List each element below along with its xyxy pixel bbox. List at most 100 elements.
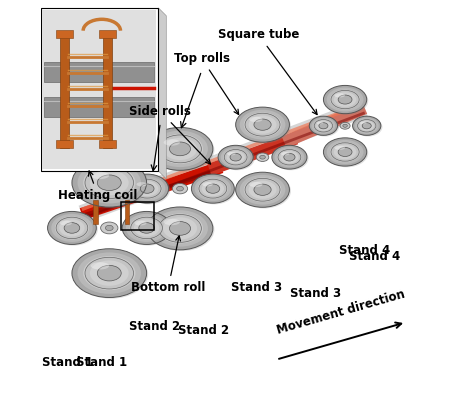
Ellipse shape bbox=[334, 93, 345, 97]
Ellipse shape bbox=[360, 121, 367, 124]
Text: Side rolls: Side rolls bbox=[129, 105, 210, 164]
Bar bbox=[56, 30, 73, 38]
Ellipse shape bbox=[206, 184, 220, 193]
Text: Stand 1: Stand 1 bbox=[76, 356, 127, 369]
Ellipse shape bbox=[278, 149, 301, 165]
Ellipse shape bbox=[124, 213, 173, 246]
Text: Stand 2: Stand 2 bbox=[178, 324, 229, 337]
Ellipse shape bbox=[100, 222, 118, 234]
Ellipse shape bbox=[343, 124, 347, 127]
Bar bbox=[93, 200, 98, 224]
Ellipse shape bbox=[97, 265, 121, 281]
Ellipse shape bbox=[337, 146, 354, 158]
Ellipse shape bbox=[325, 86, 368, 115]
Ellipse shape bbox=[78, 252, 141, 294]
Ellipse shape bbox=[228, 152, 243, 162]
Ellipse shape bbox=[126, 214, 167, 242]
Ellipse shape bbox=[137, 221, 156, 235]
Bar bbox=[103, 31, 112, 148]
Ellipse shape bbox=[249, 117, 263, 122]
Bar bbox=[60, 31, 69, 148]
Ellipse shape bbox=[60, 220, 72, 226]
Ellipse shape bbox=[361, 122, 373, 130]
Ellipse shape bbox=[49, 213, 98, 246]
Ellipse shape bbox=[55, 217, 89, 239]
Ellipse shape bbox=[56, 217, 88, 239]
Text: Movement direction: Movement direction bbox=[275, 288, 407, 337]
Ellipse shape bbox=[157, 134, 203, 164]
Ellipse shape bbox=[327, 140, 364, 164]
Ellipse shape bbox=[136, 181, 158, 196]
Ellipse shape bbox=[314, 119, 333, 132]
Ellipse shape bbox=[218, 145, 253, 169]
Ellipse shape bbox=[316, 121, 323, 124]
Ellipse shape bbox=[325, 139, 368, 167]
Ellipse shape bbox=[195, 176, 231, 201]
Ellipse shape bbox=[89, 169, 130, 196]
Ellipse shape bbox=[272, 145, 307, 169]
Ellipse shape bbox=[337, 94, 354, 105]
Ellipse shape bbox=[204, 183, 221, 195]
Ellipse shape bbox=[248, 181, 276, 199]
Ellipse shape bbox=[338, 147, 352, 156]
Ellipse shape bbox=[202, 181, 224, 196]
Ellipse shape bbox=[318, 122, 329, 130]
Ellipse shape bbox=[331, 90, 359, 109]
Ellipse shape bbox=[237, 108, 291, 143]
Bar bbox=[121, 202, 155, 230]
Ellipse shape bbox=[240, 110, 285, 140]
Ellipse shape bbox=[221, 147, 251, 167]
Text: Square tube: Square tube bbox=[218, 28, 317, 114]
Ellipse shape bbox=[167, 220, 193, 237]
Ellipse shape bbox=[313, 119, 333, 132]
Bar bbox=[100, 30, 116, 38]
Ellipse shape bbox=[256, 153, 269, 162]
Ellipse shape bbox=[89, 260, 130, 286]
Ellipse shape bbox=[85, 257, 134, 289]
Ellipse shape bbox=[152, 130, 208, 167]
Ellipse shape bbox=[311, 118, 336, 134]
Ellipse shape bbox=[274, 147, 304, 167]
Ellipse shape bbox=[94, 173, 124, 193]
Ellipse shape bbox=[137, 182, 147, 186]
Bar bbox=[45, 62, 155, 82]
Ellipse shape bbox=[134, 219, 159, 237]
Ellipse shape bbox=[136, 181, 159, 196]
Ellipse shape bbox=[323, 85, 367, 114]
Ellipse shape bbox=[138, 183, 156, 195]
Ellipse shape bbox=[227, 151, 245, 163]
Text: Stand 2: Stand 2 bbox=[129, 320, 180, 333]
Ellipse shape bbox=[152, 210, 208, 247]
Ellipse shape bbox=[277, 149, 302, 165]
Text: Stand 4: Stand 4 bbox=[349, 250, 400, 263]
Ellipse shape bbox=[310, 116, 337, 135]
Ellipse shape bbox=[244, 178, 282, 202]
Ellipse shape bbox=[164, 139, 180, 146]
Ellipse shape bbox=[223, 149, 248, 165]
Ellipse shape bbox=[72, 249, 146, 298]
Ellipse shape bbox=[72, 158, 146, 207]
Ellipse shape bbox=[149, 208, 214, 251]
Ellipse shape bbox=[260, 155, 265, 159]
Text: Bottom roll: Bottom roll bbox=[131, 236, 205, 294]
Ellipse shape bbox=[236, 107, 290, 142]
Ellipse shape bbox=[334, 92, 356, 107]
Ellipse shape bbox=[163, 138, 197, 160]
Ellipse shape bbox=[316, 121, 331, 131]
Bar bbox=[125, 200, 129, 224]
Ellipse shape bbox=[252, 118, 273, 132]
Ellipse shape bbox=[330, 90, 360, 109]
Ellipse shape bbox=[355, 118, 379, 134]
Ellipse shape bbox=[122, 211, 171, 244]
Bar bbox=[45, 97, 155, 117]
Ellipse shape bbox=[131, 217, 163, 239]
Ellipse shape bbox=[280, 151, 299, 164]
Ellipse shape bbox=[319, 123, 328, 129]
Ellipse shape bbox=[334, 145, 356, 159]
Ellipse shape bbox=[62, 221, 82, 235]
Ellipse shape bbox=[140, 184, 154, 193]
Ellipse shape bbox=[91, 172, 109, 179]
Text: Heating coil: Heating coil bbox=[58, 171, 137, 202]
Text: Stand 4: Stand 4 bbox=[339, 244, 391, 257]
Ellipse shape bbox=[219, 147, 255, 170]
